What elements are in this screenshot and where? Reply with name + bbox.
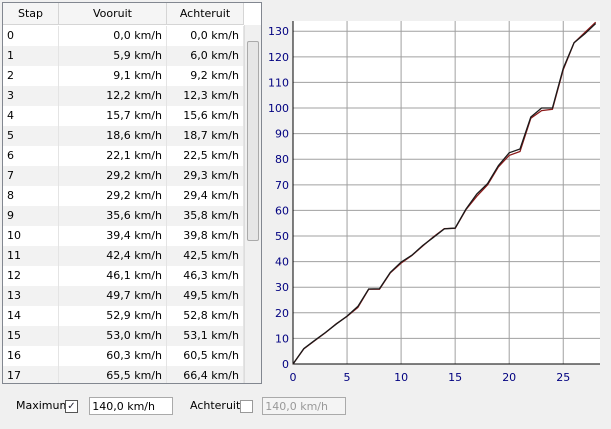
table-cell: 12,3 km/h — [167, 86, 244, 106]
table-cell: 2 — [3, 66, 59, 86]
table-cell: 5,9 km/h — [59, 46, 167, 66]
maximum-label: Maximum — [16, 399, 71, 412]
table-cell: 35,8 km/h — [167, 206, 244, 226]
table-cell: 49,7 km/h — [59, 286, 167, 306]
table-cell: 46,3 km/h — [167, 266, 244, 286]
maximum-spinbox[interactable]: 140,0 km/h — [89, 397, 173, 415]
y-tick-label: 90 — [275, 128, 289, 141]
table-cell: 60,3 km/h — [59, 346, 167, 366]
table-cell: 15,7 km/h — [59, 106, 167, 126]
chart: 0 10 20 30 40 50 60 70 80 90 100 110 120 130 0 5 10 15 20 2… — [268, 21, 600, 384]
table-cell: 66,4 km/h — [167, 366, 244, 383]
achteruit-label: Achteruit — [190, 399, 241, 412]
table-cell: 10 — [3, 226, 59, 246]
table-cell: 3 — [3, 86, 59, 106]
table-cell: 53,0 km/h — [59, 326, 167, 346]
table: Stap Vooruit Achteruit 0 0,0 km/h 0,0 km/h 1 5,… — [2, 2, 262, 384]
table-cell: 15 — [3, 326, 59, 346]
column-header: Vooruit — [59, 3, 167, 25]
table-cell: 39,8 km/h — [167, 226, 244, 246]
series-line — [292, 23, 597, 365]
table-cell: 14 — [3, 306, 59, 326]
table-cell: 65,5 km/h — [59, 366, 167, 383]
table-cell: 13 — [3, 286, 59, 306]
maximum-checkbox[interactable]: ✓ — [65, 400, 78, 413]
table-cell: 29,2 km/h — [59, 166, 167, 186]
table-cell: 18,6 km/h — [59, 126, 167, 146]
table-cell: 42,4 km/h — [59, 246, 167, 266]
table-cell: 22,1 km/h — [59, 146, 167, 166]
table-cell: 53,1 km/h — [167, 326, 244, 346]
table-cell: 6,0 km/h — [167, 46, 244, 66]
x-tick-label: 10 — [394, 371, 408, 384]
table-cell: 18,7 km/h — [167, 126, 244, 146]
column-header: Achteruit — [167, 3, 244, 25]
table-cell: 1 — [3, 46, 59, 66]
table-cell: 9,1 km/h — [59, 66, 167, 86]
table-cell: 12 — [3, 266, 59, 286]
achteruit-spinbox[interactable]: 140,0 km/h — [262, 397, 346, 415]
y-tick-label: 0 — [282, 358, 289, 371]
table-cell: 15,6 km/h — [167, 106, 244, 126]
scrollbar[interactable] — [244, 25, 261, 383]
column-header: Stap — [3, 3, 59, 25]
y-tick-label: 60 — [275, 204, 289, 217]
table-cell: 0,0 km/h — [167, 26, 244, 46]
y-tick-label: 100 — [268, 102, 289, 115]
table-cell: 11 — [3, 246, 59, 266]
x-tick-label: 0 — [290, 371, 297, 384]
y-tick-label: 40 — [275, 256, 289, 269]
y-tick-label: 70 — [275, 179, 289, 192]
table-cell: 46,1 km/h — [59, 266, 167, 286]
table-cell: 29,3 km/h — [167, 166, 244, 186]
table-cell: 60,5 km/h — [167, 346, 244, 366]
table-cell: 35,6 km/h — [59, 206, 167, 226]
x-tick-label: 15 — [448, 371, 462, 384]
table-cell: 5 — [3, 126, 59, 146]
table-cell: 9,2 km/h — [167, 66, 244, 86]
table-cell: 7 — [3, 166, 59, 186]
table-cell: 17 — [3, 366, 59, 383]
table-cell: 52,8 km/h — [167, 306, 244, 326]
table-cell: 9 — [3, 206, 59, 226]
table-cell: 0,0 km/h — [59, 26, 167, 46]
y-tick-label: 120 — [268, 51, 289, 64]
y-tick-label: 110 — [268, 76, 289, 89]
table-cell: 0 — [3, 26, 59, 46]
x-tick-label: 20 — [502, 371, 516, 384]
y-tick-label: 10 — [275, 332, 289, 345]
x-tick-label: 5 — [344, 371, 351, 384]
y-tick-label: 30 — [275, 281, 289, 294]
table-cell: 49,5 km/h — [167, 286, 244, 306]
achteruit-checkbox[interactable] — [240, 400, 253, 413]
table-cell: 29,4 km/h — [167, 186, 244, 206]
x-tick-label: 25 — [556, 371, 570, 384]
table-cell: 29,2 km/h — [59, 186, 167, 206]
table-cell: 8 — [3, 186, 59, 206]
y-tick-label: 130 — [268, 25, 289, 38]
table-cell: 12,2 km/h — [59, 86, 167, 106]
table-cell: 39,4 km/h — [59, 226, 167, 246]
y-tick-label: 80 — [275, 153, 289, 166]
table-cell: 16 — [3, 346, 59, 366]
table-cell: 22,5 km/h — [167, 146, 244, 166]
table-cell: 52,9 km/h — [59, 306, 167, 326]
y-tick-label: 20 — [275, 307, 289, 320]
table-cell: 42,5 km/h — [167, 246, 244, 266]
y-tick-label: 50 — [275, 230, 289, 243]
scroll-thumb[interactable] — [247, 41, 259, 241]
table-cell: 6 — [3, 146, 59, 166]
plot-area — [293, 21, 600, 364]
table-cell: 4 — [3, 106, 59, 126]
